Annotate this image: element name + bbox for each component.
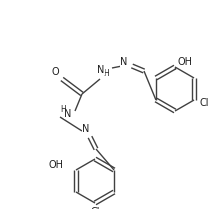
Text: H: H <box>60 104 66 113</box>
Text: N: N <box>120 57 128 67</box>
Text: N: N <box>97 65 105 75</box>
Text: OH: OH <box>178 57 192 67</box>
Text: OH: OH <box>49 160 64 170</box>
Text: H: H <box>103 70 109 79</box>
Text: N: N <box>64 109 72 119</box>
Text: O: O <box>51 67 59 77</box>
Text: Cl: Cl <box>90 207 100 209</box>
Text: Cl: Cl <box>199 98 209 108</box>
Text: N: N <box>82 124 90 134</box>
